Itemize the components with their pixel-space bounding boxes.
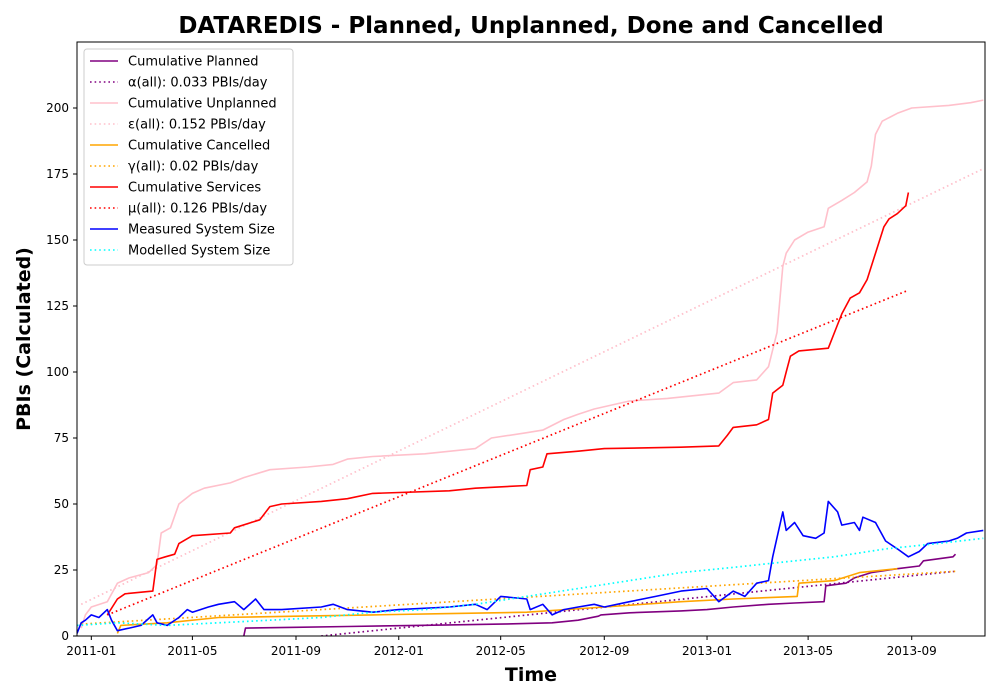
- x-tick-label: 2013-01: [682, 644, 732, 658]
- y-tick-label: 125: [46, 299, 69, 313]
- y-tick-label: 75: [54, 431, 69, 445]
- legend-frame: [83, 48, 294, 266]
- y-tick-label: 0: [61, 629, 69, 643]
- x-tick-label: 2011-09: [271, 644, 321, 658]
- x-tick-label: 2012-01: [374, 644, 424, 658]
- x-tick-label: 2011-01: [66, 644, 116, 658]
- legend-label: Cumulative Planned: [128, 55, 258, 70]
- legend-label: Measured System Size: [128, 223, 275, 238]
- x-tick-label: 2013-09: [887, 644, 937, 658]
- legend-label: ε(all): 0.152 PBIs/day: [128, 118, 266, 133]
- plot-series: [77, 99, 984, 636]
- y-axis-label: PBIs (Calculated): [13, 247, 35, 431]
- legend: Cumulative Planned α(all): 0.033 PBIs/day…: [83, 48, 294, 266]
- series-line-cumulative-services: [106, 192, 910, 616]
- x-tick-label: 2012-09: [579, 644, 629, 658]
- legend-label: Cumulative Unplanned: [128, 97, 277, 112]
- series-line-all-0-126-pbis-day: [106, 289, 909, 616]
- series-line-modelled-system-size: [77, 537, 984, 627]
- y-tick-label: 25: [54, 563, 69, 577]
- legend-label: μ(all): 0.126 PBIs/day: [128, 202, 267, 217]
- series-line-all-0-033-pbis-day: [321, 570, 956, 636]
- legend-label: Cumulative Cancelled: [128, 139, 270, 154]
- y-axis-ticks: 0 25 50 75 100 125 150 175 200: [46, 101, 77, 643]
- x-axis-label: Time: [505, 664, 557, 686]
- x-tick-label: 2011-05: [167, 644, 217, 658]
- y-tick-label: 200: [46, 101, 69, 115]
- legend-label: Modelled System Size: [128, 244, 270, 259]
- x-tick-label: 2012-05: [476, 644, 526, 658]
- series-line-cumulative-unplanned: [80, 99, 984, 629]
- y-tick-label: 175: [46, 167, 69, 181]
- y-tick-label: 150: [46, 233, 69, 247]
- plot-frame: [76, 41, 986, 637]
- series-line-cumulative-planned: [243, 553, 957, 636]
- legend-label: α(all): 0.033 PBIs/day: [128, 76, 268, 91]
- x-axis-ticks: 2011-01 2011-05 2011-09 2012-01 2012-05 2012-…: [66, 636, 937, 658]
- chart-title: DATAREDIS - Planned, Unplanned, Done and…: [178, 13, 883, 39]
- y-tick-label: 100: [46, 365, 69, 379]
- legend-label: γ(all): 0.02 PBIs/day: [128, 160, 259, 175]
- y-tick-label: 50: [54, 497, 69, 511]
- series-line-measured-system-size: [77, 500, 984, 634]
- legend-label: Cumulative Services: [128, 181, 261, 196]
- x-tick-label: 2013-05: [783, 644, 833, 658]
